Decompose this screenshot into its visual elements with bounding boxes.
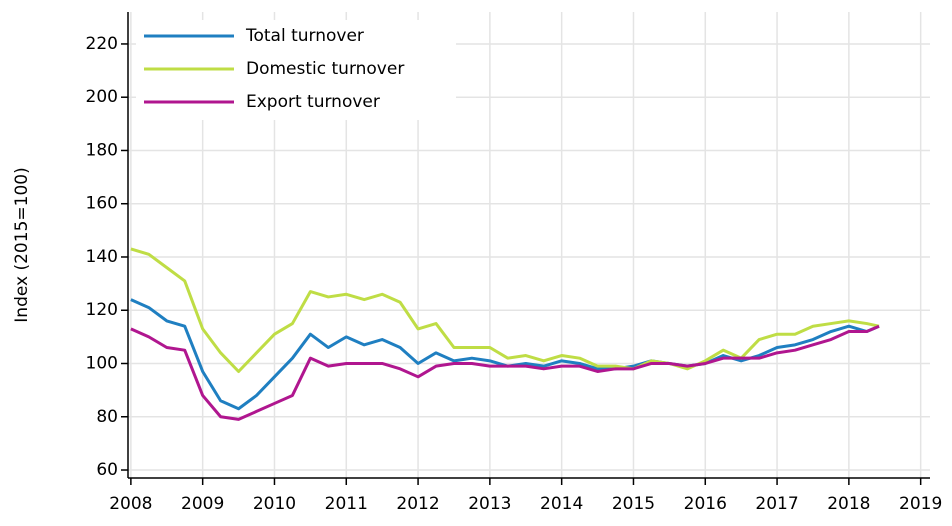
x-tick-label: 2010 [253, 494, 296, 514]
legend-label: Total turnover [245, 26, 364, 46]
y-tick-label: 120 [86, 300, 118, 320]
x-tick-label: 2008 [109, 494, 152, 514]
x-tick-label: 2015 [612, 494, 655, 514]
legend-label: Domestic turnover [246, 59, 404, 79]
x-tick-label: 2019 [899, 494, 942, 514]
line-series [130, 298, 880, 411]
y-axis-label: Index (2015=100) [12, 167, 32, 322]
y-tick-label: 200 [86, 87, 118, 107]
x-tick-label: 2011 [325, 494, 368, 514]
x-tick-label: 2009 [181, 494, 224, 514]
y-tick-label: 60 [96, 460, 118, 480]
y-tick-label: 180 [86, 140, 118, 160]
x-tick-label: 2018 [827, 494, 870, 514]
x-tick-label: 2013 [468, 494, 511, 514]
line-series [130, 247, 880, 373]
y-tick-label: 80 [96, 407, 118, 427]
y-tick-label: 140 [86, 247, 118, 267]
y-tick-label: 160 [86, 194, 118, 214]
y-tick-label: 100 [86, 353, 118, 373]
legend-label: Export turnover [246, 92, 380, 112]
y-tick-label: 220 [86, 34, 118, 54]
line-series [130, 324, 880, 421]
x-tick-label: 2014 [540, 494, 583, 514]
x-tick-label: 2017 [755, 494, 798, 514]
x-tick-label: 2012 [396, 494, 439, 514]
x-tick-label: 2016 [684, 494, 727, 514]
